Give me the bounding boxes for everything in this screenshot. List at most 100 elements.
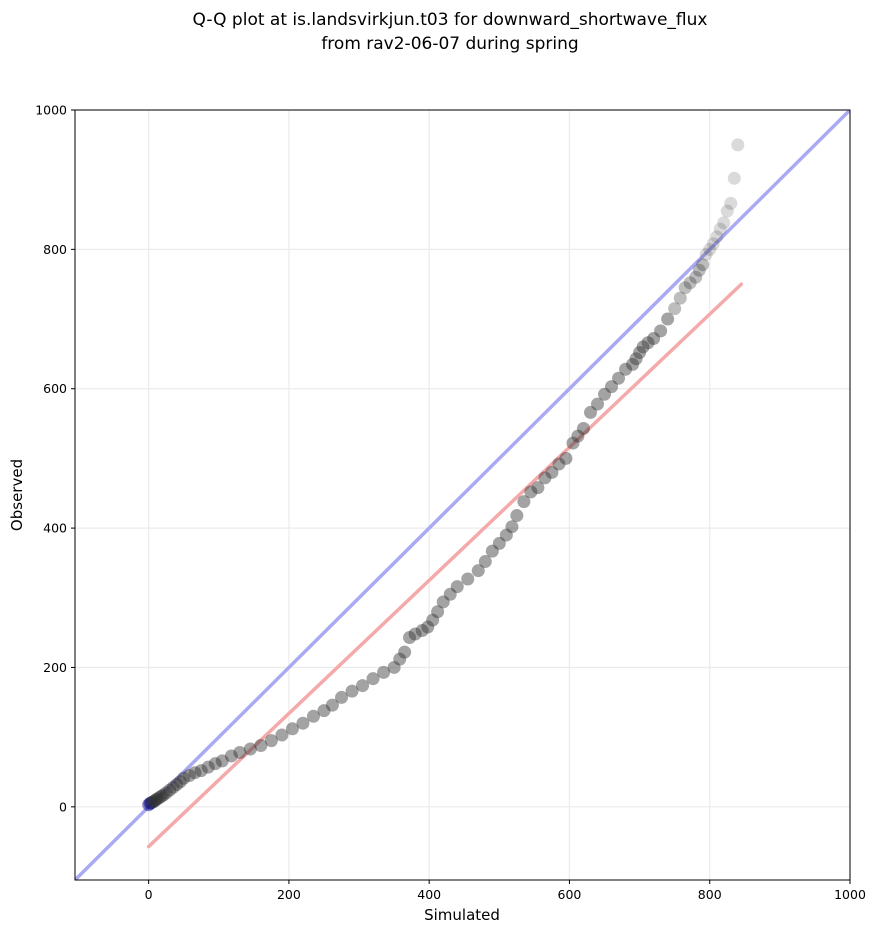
y-tick-label: 600 <box>43 381 67 396</box>
x-tick-label: 400 <box>417 887 441 902</box>
data-point <box>668 302 682 316</box>
x-axis-label: Simulated <box>424 906 500 924</box>
data-point <box>713 222 727 236</box>
data-point <box>492 536 506 550</box>
x-tick-label: 200 <box>277 887 301 902</box>
data-point <box>156 788 170 802</box>
data-point <box>159 786 173 800</box>
data-point <box>696 258 710 272</box>
data-point <box>583 405 597 419</box>
data-point <box>296 716 310 730</box>
data-point <box>306 709 320 723</box>
data-point <box>408 627 422 641</box>
data-point <box>576 421 590 435</box>
data-point <box>154 789 168 803</box>
data-point <box>566 436 580 450</box>
data-point <box>146 795 160 809</box>
data-point <box>605 380 619 394</box>
data-point <box>692 263 706 277</box>
data-point <box>194 764 208 778</box>
data-point <box>201 760 215 774</box>
data-point <box>426 613 440 627</box>
data-point <box>143 796 157 810</box>
data-point <box>436 595 450 609</box>
data-point <box>678 281 692 295</box>
data-point <box>724 196 738 210</box>
data-point <box>431 605 445 619</box>
data-point <box>142 798 156 812</box>
data-point <box>517 495 531 509</box>
data-point <box>170 778 184 792</box>
data-point <box>182 768 196 782</box>
data-point <box>264 734 278 748</box>
x-tick-label: 1000 <box>834 887 866 902</box>
data-point <box>149 793 163 807</box>
data-point <box>147 794 161 808</box>
data-point <box>571 429 585 443</box>
data-point <box>636 340 650 354</box>
data-point <box>612 371 626 385</box>
data-point <box>325 698 339 712</box>
data-point <box>254 739 268 753</box>
data-point <box>377 665 391 679</box>
data-point <box>499 528 513 542</box>
data-point <box>152 791 166 805</box>
data-point <box>505 520 519 534</box>
data-point <box>699 247 713 261</box>
chart-title: Q-Q plot at is.landsvirkjun.t03 for down… <box>193 10 708 30</box>
data-point <box>545 465 559 479</box>
data-point <box>720 204 734 218</box>
data-point <box>552 457 566 471</box>
data-point <box>366 672 380 686</box>
x-tick-label: 600 <box>558 887 582 902</box>
data-point <box>717 216 731 230</box>
chart-subtitle: from rav2-06-07 during spring <box>321 34 578 54</box>
y-tick-label: 800 <box>43 242 67 257</box>
data-point <box>387 660 401 674</box>
data-point <box>285 722 299 736</box>
y-tick-label: 200 <box>43 660 67 675</box>
data-point <box>559 451 573 465</box>
y-tick-label: 1000 <box>35 103 67 118</box>
x-tick-label: 800 <box>698 887 722 902</box>
data-point <box>727 171 741 185</box>
plot-frame <box>74 109 851 881</box>
data-point <box>335 690 349 704</box>
data-point <box>531 481 545 495</box>
data-point <box>591 397 605 411</box>
data-point <box>166 780 180 794</box>
data-point <box>598 387 612 401</box>
data-point <box>626 357 640 371</box>
y-axis-label: Observed <box>8 459 26 531</box>
data-point <box>208 757 222 771</box>
data-point <box>215 754 229 768</box>
data-point <box>415 624 429 638</box>
data-point <box>661 312 675 326</box>
data-point <box>471 564 485 578</box>
data-point <box>224 749 238 763</box>
data-point <box>478 555 492 569</box>
data-point <box>524 485 538 499</box>
data-point <box>345 684 359 698</box>
x-tick-label: 0 <box>145 887 153 902</box>
data-point <box>144 796 158 810</box>
data-point <box>461 572 475 586</box>
data-point <box>629 352 643 366</box>
data-point <box>683 276 697 290</box>
data-point <box>654 324 668 338</box>
data-point <box>398 645 412 659</box>
data-point <box>710 230 724 244</box>
data-point <box>421 620 435 634</box>
data-point <box>393 652 407 666</box>
data-point <box>538 471 552 485</box>
data-point <box>641 336 655 350</box>
data-point <box>443 587 457 601</box>
data-point <box>485 544 499 558</box>
data-point <box>150 792 164 806</box>
data-point <box>403 631 417 645</box>
data-point <box>356 679 370 693</box>
data-point <box>689 270 703 284</box>
data-point <box>188 766 202 780</box>
data-point <box>510 509 524 523</box>
